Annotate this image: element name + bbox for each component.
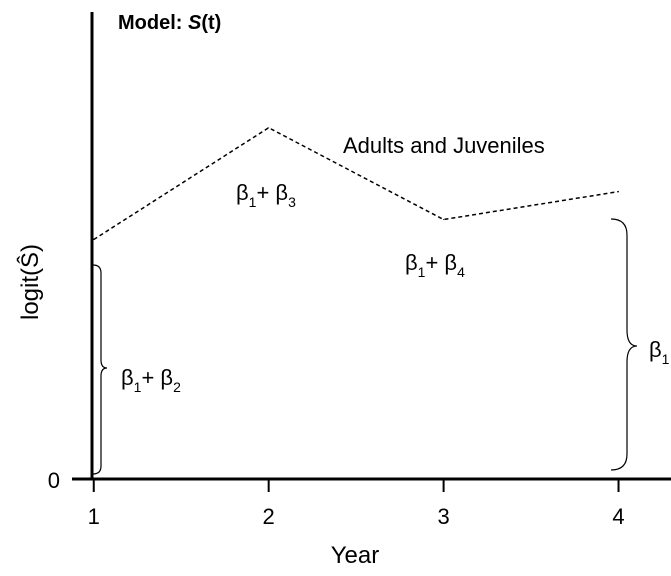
annotation-b1-plus-b3: β1+ β3	[236, 180, 296, 210]
annotation-b1: β1	[649, 337, 670, 367]
x-tick-label-4: 4	[612, 504, 624, 529]
data-point-4	[618, 191, 620, 193]
annotation-b1-plus-b2: β1+ β2	[121, 365, 181, 395]
x-axis-label: Year	[331, 542, 380, 569]
dashed-line	[93, 126, 619, 241]
series-label: Adults and Juveniles	[343, 133, 545, 158]
annotation-b1-plus-b4: β1+ β4	[405, 250, 465, 280]
brace-left	[92, 264, 108, 475]
brace-right	[610, 218, 638, 471]
model-title: Model: S(t)	[118, 12, 221, 34]
data-point-2	[268, 127, 270, 129]
data-point-3	[443, 219, 445, 221]
x-ticks: 1 2 3 4	[88, 479, 625, 529]
data-point-1	[93, 239, 95, 240]
x-tick-label-1: 1	[88, 504, 100, 529]
y-axis-label: logit(Ŝ)	[16, 244, 44, 320]
series-adults-juveniles	[93, 126, 620, 241]
y-zero-label: 0	[48, 468, 60, 493]
x-tick-label-2: 2	[263, 504, 275, 529]
x-tick-label-3: 3	[437, 504, 449, 529]
